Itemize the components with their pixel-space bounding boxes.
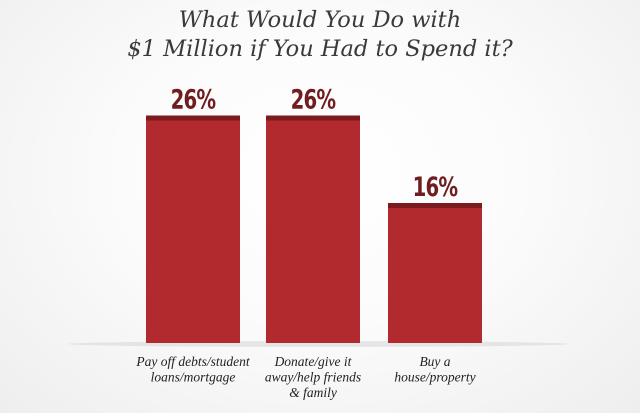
chart-title-line-2: $1 Million if You Had to Spend it?: [127, 36, 513, 62]
category-label-2-line-1: Donate/give it: [274, 354, 353, 369]
bar-1: [146, 115, 240, 343]
category-label-1-line-1: Pay off debts/student: [135, 354, 250, 369]
category-label-2-line-2: away/help friends: [265, 370, 361, 385]
bar-3: [388, 203, 482, 343]
category-label-2-line-3: & family: [289, 385, 337, 400]
category-label-3-line-2: house/property: [394, 370, 475, 385]
category-label-3-line-1: Buy a: [419, 354, 450, 369]
bar-1-top-edge: [146, 115, 240, 121]
bar-2-top-edge: [266, 115, 360, 121]
data-label-1: 26%: [171, 83, 216, 115]
data-label-3: 16%: [413, 171, 458, 203]
bar-2: [266, 115, 360, 343]
chart-title: What Would You Do with $1 Million if You…: [0, 6, 640, 64]
chart-title-line-1: What Would You Do with: [178, 7, 462, 33]
category-label-1-line-2: loans/mortgage: [151, 370, 236, 385]
data-label-2: 26%: [291, 83, 336, 115]
bar-3-top-edge: [388, 203, 482, 208]
